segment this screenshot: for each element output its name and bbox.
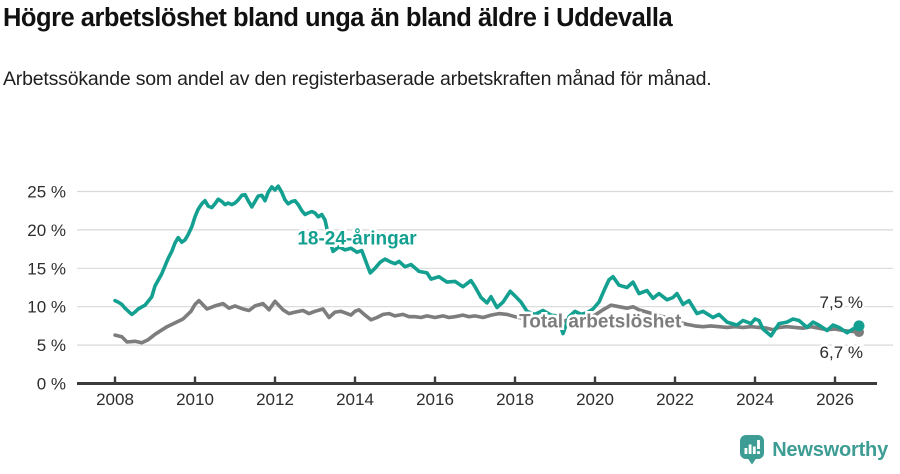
x-axis-tick-label: 2022 [656,390,694,409]
series-label-1: 18-24-åringar [297,228,417,249]
series-end-value-0: 6,7 % [820,343,863,362]
series-label-0: Total arbetslöshet [519,311,682,332]
x-axis-tick-label: 2024 [736,390,774,409]
y-axis-tick-label: 10 % [27,298,66,317]
series-line-0 [113,298,861,345]
series-end-value-1: 7,5 % [820,293,863,312]
x-axis-tick-label: 2014 [336,390,374,409]
newsworthy-branding: Newsworthy [739,434,888,466]
y-axis-tick-label: 20 % [27,221,66,240]
y-axis-tick-label: 0 % [37,375,66,394]
series-end-dot-1 [853,320,865,332]
x-axis-tick-label: 2016 [416,390,454,409]
x-axis-tick-label: 2010 [176,390,214,409]
chart-title: Högre arbetslöshet bland unga än bland ä… [3,4,673,32]
x-axis-tick-label: 2012 [256,390,294,409]
x-axis-tick-label: 2008 [96,390,134,409]
chart-subtitle: Arbetssökande som andel av den registerb… [3,68,712,90]
newsworthy-logo-icon [740,435,765,465]
x-axis-tick-label: 2026 [816,390,854,409]
x-axis-tick-label: 2018 [496,390,534,409]
x-axis-tick-label: 2020 [576,390,614,409]
y-axis-tick-label: 5 % [37,336,66,355]
brand-name: Newsworthy [772,438,888,461]
series-line-1 [113,184,861,338]
y-axis-tick-label: 25 % [27,183,66,202]
y-axis-tick-label: 15 % [27,259,66,278]
